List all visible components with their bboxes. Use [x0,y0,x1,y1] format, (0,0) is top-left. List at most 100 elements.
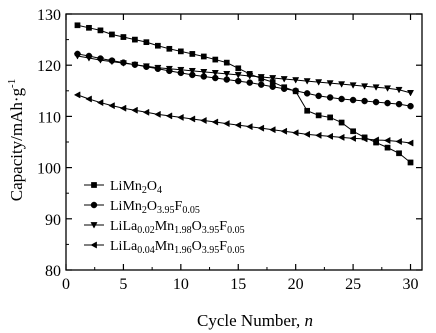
legend-label-subscript: 3.95 [202,245,220,256]
data-point-triangle-down [246,73,254,80]
data-point-triangle-down [269,75,277,82]
data-point-triangle-down [361,83,369,90]
data-point-square [166,45,173,52]
data-point-triangle-left [395,137,402,146]
data-point-square [200,53,207,60]
x-tick-label: 25 [345,276,361,293]
data-point-square [338,119,345,126]
data-point-triangle-down [303,78,311,85]
data-point-triangle-down [96,57,104,64]
data-point-triangle-left [326,132,333,140]
data-point-square [304,107,311,114]
data-point-circle [292,87,299,95]
data-point-triangle-left [349,134,356,142]
data-point-square [384,144,391,151]
data-point-triangle-down [188,67,196,75]
data-point-circle [269,83,276,90]
data-point-triangle-left [90,241,97,249]
y-axis-title-sup: -1 [6,79,18,88]
data-point-triangle-down [223,71,231,78]
series-line [77,24,411,163]
data-point-triangle-left [383,136,391,144]
legend-label-subscript: 4 [157,185,162,196]
legend-label-text: LiMn [110,199,142,214]
data-point-triangle-left [280,127,288,135]
x-tick-label: 15 [230,276,246,293]
data-point-square [396,150,402,157]
legend-label: LiLa0.02Mn1.98O3.95F0.05 [110,219,245,236]
legend-label-text: O [147,199,157,214]
data-point-triangle-down [349,82,357,89]
legend-entry-2: LiMn2O3.95F0.05 [84,199,200,216]
data-point-triangle-left [292,129,299,137]
legend-label-subscript: 0.05 [227,245,245,256]
data-point-circle [326,94,334,101]
legend-label-subscript: 1.96 [174,245,192,256]
x-tick-label: 30 [403,276,419,293]
data-point-triangle-down [234,72,242,79]
y-tick-label: 130 [37,7,61,24]
data-point-square [350,128,356,135]
data-point-triangle-down [280,76,288,83]
data-point-triangle-left [96,99,104,107]
data-point-circle [257,81,265,88]
data-point-triangle-left [360,135,368,143]
data-point-square [407,159,414,166]
x-tick-label: 5 [119,276,127,293]
y-tick-label: 120 [37,58,61,75]
data-point-triangle-down [142,63,150,70]
data-point-square [143,39,150,46]
data-point-square [109,31,115,38]
legend-label-text: O [147,179,157,194]
data-point-triangle-down [177,66,185,74]
data-point-triangle-down [108,58,116,66]
legend-label-text: O [192,239,202,254]
data-point-circle [235,77,242,85]
data-point-triangle-down [165,65,173,73]
data-point-triangle-down [406,89,415,97]
data-point-triangle-down [292,77,300,84]
legend-label-subscript: 2 [142,205,147,216]
legend-label: LiMn2O4 [110,179,162,196]
legend-label-text: LiMn [110,179,142,194]
data-point-triangle-left [234,121,242,129]
data-point-triangle-left [269,126,276,134]
data-point-circle [349,96,357,104]
data-point-triangle-down [326,80,334,87]
data-point-square [223,59,230,66]
data-point-square [155,42,161,49]
data-point-triangle-left [406,139,414,147]
y-axis-title-main: Capacity/mAh·g [7,87,26,201]
legend-entry-3: LiLa0.02Mn1.98O3.95F0.05 [84,219,245,236]
legend-entry-4: LiLa0.04Mn1.96O3.95F0.05 [84,239,245,256]
y-tick-label: 110 [38,109,61,126]
data-point-triangle-left [246,123,253,131]
data-point-triangle-left [211,118,219,126]
data-point-circle [280,85,288,93]
data-point-triangle-down [73,53,82,60]
data-point-triangle-left [315,131,322,139]
x-axis: 0 5 10 15 20 25 30 [62,14,419,293]
series-3 [73,53,415,97]
series-line [77,53,411,107]
data-point-square [235,65,242,72]
data-point-triangle-left [188,115,196,123]
y-axis: 80 90 100 110 120 130 [37,7,422,280]
data-point-square [212,56,219,63]
data-point-triangle-left [165,112,173,120]
x-axis-title-main: Cycle Number, [197,311,304,330]
legend-label-text: F [219,219,227,234]
data-point-circle [338,95,345,103]
x-tick-label: 10 [173,276,189,293]
legend-label-subscript: 1.98 [174,225,192,236]
data-point-triangle-left [142,108,150,116]
legend-label-text: Mn [155,219,174,234]
data-point-triangle-down [338,81,346,88]
data-point-triangle-down [372,84,380,91]
legend-label: LiMn2O3.95F0.05 [110,199,200,216]
data-point-triangle-left [372,136,379,144]
gridless-plot-area [73,22,415,166]
data-point-square [177,48,184,55]
series-2 [74,50,414,110]
